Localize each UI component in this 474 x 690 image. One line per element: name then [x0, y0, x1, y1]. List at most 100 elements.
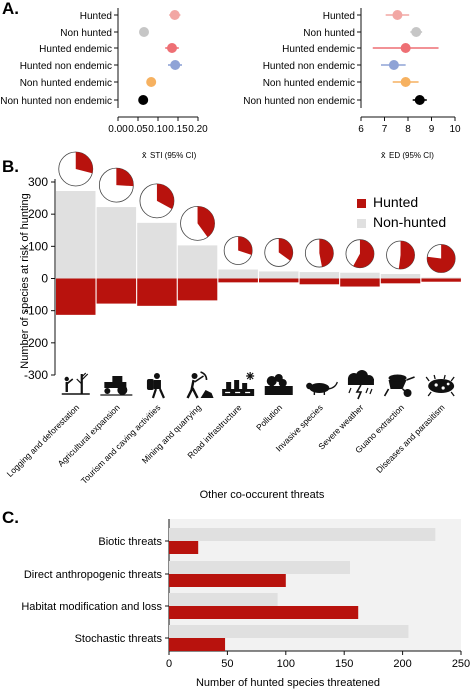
miner-icon-shape — [200, 390, 214, 398]
pollution-icon-shape — [278, 379, 287, 387]
category-label: Pollution — [254, 402, 284, 432]
storm-icon — [347, 370, 374, 400]
proportion-slice — [238, 236, 253, 255]
parasite-icon-shape — [425, 374, 455, 397]
parasite-icon-shape — [434, 383, 438, 387]
wheelbarrow-icon-shape — [388, 380, 407, 389]
tractor-icon-shape — [104, 382, 127, 388]
x-tick-label: 0.00 — [108, 124, 128, 135]
mean-point — [392, 10, 403, 20]
caver-icon — [146, 373, 165, 399]
hunted-bar — [169, 541, 199, 554]
proportion-slice — [319, 239, 334, 267]
x-tick-label: 6 — [358, 124, 364, 135]
category-label: Hunted — [323, 11, 355, 22]
road-icon-shape — [226, 382, 232, 389]
category-label: Hunted endemic — [282, 44, 355, 55]
rat-icon — [306, 381, 338, 395]
panel-b-ylabel: Number of species at risk of hunting — [19, 193, 31, 368]
hunted-bar — [299, 278, 340, 285]
panel-b-xlabel: Other co-occurent threats — [200, 489, 325, 501]
mean-point — [139, 27, 149, 37]
caver-icon-shape — [153, 373, 160, 379]
legend-nonhunted-swatch — [357, 219, 366, 228]
nonhunted-bar — [169, 625, 409, 638]
panel-c-label: C. — [2, 508, 19, 527]
category-label: Biotic threats — [98, 536, 162, 548]
hunted-bar — [169, 638, 226, 651]
y-tick-label: -200 — [24, 336, 48, 350]
wheelbarrow-icon — [383, 374, 415, 397]
storm-icon-shape — [347, 379, 374, 385]
category-label: Diseases and parasitism — [374, 402, 447, 475]
x-tick-label: 50 — [221, 658, 233, 670]
x-tick-label: 100 — [277, 658, 295, 670]
nonhunted-bar — [169, 528, 436, 541]
x-tick-label: 9 — [429, 124, 435, 135]
nonhunted-bar — [340, 272, 380, 279]
x-tick-label: 7 — [382, 124, 388, 135]
rat-icon-shape — [328, 381, 338, 390]
pollution-icon-shape — [269, 380, 274, 388]
category-label: Direct anthropogenic threats — [24, 569, 163, 581]
nonhunted-bar — [299, 272, 340, 279]
hunted-bar — [137, 278, 177, 306]
tractor-icon-shape — [112, 376, 123, 384]
panel-b-label: B. — [2, 157, 19, 176]
category-label: Non hunted non endemic — [243, 96, 355, 107]
rat-icon-shape — [309, 383, 330, 393]
storm-icon-shape — [348, 387, 373, 395]
y-tick-label: 200 — [28, 207, 48, 221]
logging-icon — [61, 372, 90, 395]
storm-icon-shape — [355, 384, 363, 400]
nonhunted-bar — [259, 271, 299, 279]
hunted-bar — [421, 278, 461, 282]
x-tick-label: 0.05 — [128, 124, 148, 135]
tractor-icon — [100, 376, 133, 396]
y-tick-label: -300 — [24, 368, 48, 382]
y-tick-label: 300 — [28, 175, 48, 189]
mean-point — [169, 10, 180, 20]
caver-icon-shape — [146, 379, 154, 390]
hunted-bar — [340, 278, 380, 287]
proportion-slice — [75, 152, 93, 174]
hunted-bar — [380, 278, 421, 284]
category-label: Hunted — [80, 11, 112, 22]
proportion-slice — [398, 240, 415, 269]
panel-a-label: A. — [2, 0, 19, 18]
parasite-icon-shape — [428, 379, 455, 393]
road-icon-shape — [246, 372, 255, 380]
x-tick-label: 150 — [335, 658, 353, 670]
category-label: Stochastic threats — [75, 633, 163, 645]
mean-point — [400, 43, 411, 53]
category-label: Non hunted endemic — [20, 78, 112, 89]
pollution-icon — [264, 374, 293, 395]
hunted-bar — [259, 278, 299, 283]
wheelbarrow-icon-shape — [383, 376, 415, 397]
legend-hunted-label: Hunted — [373, 194, 418, 210]
category-label: Hunted non endemic — [20, 61, 112, 72]
x-tick-label: 0 — [166, 658, 172, 670]
hunted-bar — [56, 278, 96, 315]
mean-point — [400, 77, 411, 87]
y-tick-label: 0 — [41, 272, 48, 286]
tractor-icon-shape — [104, 388, 111, 394]
proportion-slice — [278, 238, 293, 261]
nonhunted-bar — [421, 277, 461, 279]
miner-icon-shape — [194, 371, 208, 383]
x-tick-label: 200 — [393, 658, 411, 670]
category-label: Habitat modification and loss — [21, 601, 162, 613]
sti-axis-label: STI (95% CI) — [150, 151, 197, 160]
threat-category-chart: 0 50 100 150 200 250 Biotic threats Direct anth… — [21, 519, 470, 670]
nonhunted-bar — [380, 273, 421, 279]
ed-axis-prefix: x̄ — [381, 150, 386, 160]
parasite-icon — [425, 374, 455, 397]
x-tick-label: 8 — [405, 124, 411, 135]
wheelbarrow-icon-shape — [388, 374, 407, 382]
ed-axis-label: ED (95% CI) — [389, 151, 434, 160]
rat-icon-shape — [306, 382, 313, 390]
mean-point — [146, 77, 157, 87]
pollution-icon-shape — [264, 386, 293, 395]
proportion-slice — [427, 244, 456, 273]
